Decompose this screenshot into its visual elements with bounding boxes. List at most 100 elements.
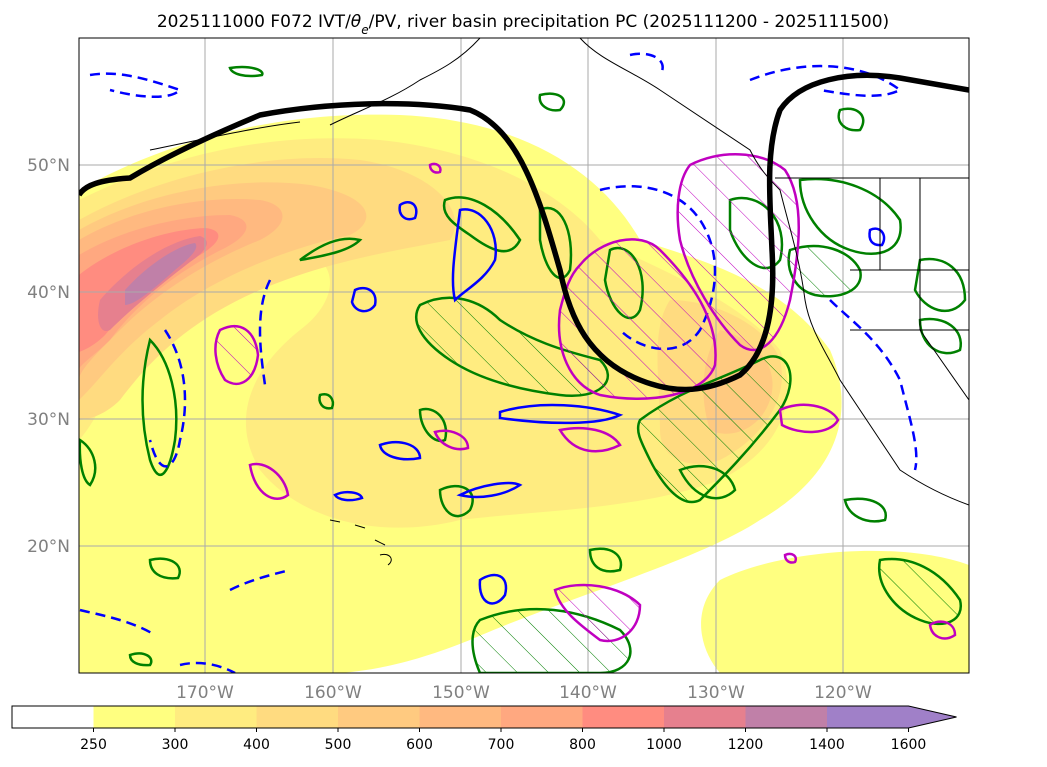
theta-e-region — [636, 355, 792, 504]
pv-contour — [456, 481, 523, 499]
lon-label-130w: 130°W — [687, 683, 745, 703]
colorbar-bin — [827, 706, 909, 728]
border-states — [850, 178, 969, 401]
pv-contour — [378, 441, 422, 461]
colorbar-bin — [12, 706, 94, 728]
theta-e-contour — [228, 65, 264, 78]
pv-contour — [79, 608, 156, 637]
coastline-nw — [579, 38, 969, 506]
theta-e-contour — [837, 107, 865, 132]
jet-contour — [79, 72, 969, 393]
precip-pc-region — [214, 324, 260, 386]
colorbar-bin — [256, 706, 339, 728]
theta-e-contour — [318, 393, 335, 410]
lon-label-170w: 170°W — [176, 683, 234, 703]
colorbar-extend — [908, 706, 957, 728]
colorbar-label: 600 — [406, 737, 433, 753]
precip-pc-region — [428, 162, 442, 174]
theta-e-contour — [141, 337, 178, 476]
theta-e-contour — [148, 557, 181, 580]
colorbar-bin — [175, 706, 257, 728]
colorbar-label: 800 — [569, 737, 596, 753]
theta-e-contour — [538, 92, 566, 112]
theta-e-contour — [843, 497, 887, 523]
pv-contour — [229, 568, 291, 592]
chart-title: 2025111000 F072 IVT/θe/PV, river basin p… — [157, 12, 889, 37]
pv-contour — [333, 490, 364, 502]
colorbar-label: 400 — [243, 737, 270, 753]
colorbar-label: 300 — [162, 737, 189, 753]
colorbar: 250 300 400 500 600 700 800 1000 1200 1400 1600 — [11, 705, 957, 753]
colorbar-bin — [664, 706, 746, 728]
lon-labels: 170°W 160°W 150°W 140°W 130°W 120°W — [176, 683, 872, 703]
pv-contour — [89, 72, 183, 98]
colorbar-label: 1600 — [891, 737, 927, 753]
pv-contour — [478, 573, 508, 605]
theta-e-contour — [798, 177, 902, 255]
lon-label-160w: 160°W — [304, 683, 362, 703]
pv-contour — [829, 299, 918, 471]
colorbar-outline — [11, 705, 957, 729]
ivt-1200 — [125, 243, 197, 305]
colorbar-label: 250 — [80, 737, 107, 753]
map-panel — [79, 38, 969, 673]
precip-pc-region — [928, 620, 957, 640]
pv-contour — [179, 661, 236, 673]
lat-labels: 50°N 40°N 30°N 20°N — [27, 156, 70, 557]
theta-e-contour — [79, 437, 97, 487]
colorbar-label: 500 — [325, 737, 352, 753]
lon-label-120w: 120°W — [814, 683, 872, 703]
pv-contour — [451, 208, 498, 303]
pv-contour — [258, 279, 272, 386]
ivt-500 — [79, 182, 773, 434]
theta-e-region — [787, 244, 862, 298]
pv-contour — [148, 329, 187, 468]
colorbar-label: 700 — [488, 737, 515, 753]
theta-e-contour — [678, 464, 737, 500]
colorbar-bin — [93, 706, 176, 728]
coastline-alaska — [329, 38, 481, 126]
hawaii — [329, 519, 392, 566]
theta-e-region — [877, 557, 963, 626]
theta-e-contour — [418, 407, 448, 443]
coastlines — [149, 38, 969, 566]
graticule — [79, 38, 969, 673]
precip-pc-region — [553, 583, 642, 643]
precip-pc-region — [433, 429, 470, 451]
colorbar-bin — [419, 706, 502, 728]
colorbar-label: 1000 — [646, 737, 682, 753]
lat-label-20: 20°N — [27, 537, 70, 557]
precip-pc-region — [783, 552, 797, 564]
theta-e-contour — [588, 547, 623, 573]
pv-contour — [398, 201, 418, 221]
lon-label-140w: 140°W — [559, 683, 617, 703]
theta-e-hatched — [415, 244, 963, 673]
pv-contour — [498, 403, 624, 425]
precip-pc-region — [248, 462, 290, 500]
theta-e-contour — [918, 317, 963, 355]
coastline-alaska-islands — [149, 121, 301, 151]
theta-e-contour — [299, 237, 363, 262]
colorbar-bin — [338, 706, 420, 728]
lat-label-30: 30°N — [27, 410, 70, 430]
pv-contour — [868, 227, 886, 247]
map-frame — [78, 37, 970, 674]
colorbar-bin — [582, 706, 665, 728]
theta-e-contour — [128, 652, 153, 667]
lon-label-150w: 150°W — [432, 683, 490, 703]
pv-contour — [350, 286, 377, 313]
colorbar-bin — [501, 706, 583, 728]
lat-label-50: 50°N — [27, 156, 70, 176]
theta-e-contour — [442, 196, 522, 253]
colorbar-label: 1400 — [809, 737, 845, 753]
precip-pc-region — [558, 426, 622, 453]
theta-e-contour — [538, 206, 573, 280]
theta-e-contour — [913, 257, 967, 312]
colorbar-label: 1200 — [728, 737, 764, 753]
pv-contour — [629, 52, 664, 76]
pv-contour — [749, 64, 903, 98]
theta-e-contour — [438, 484, 474, 518]
lat-label-40: 40°N — [27, 283, 70, 303]
precip-pc-region — [778, 403, 840, 434]
